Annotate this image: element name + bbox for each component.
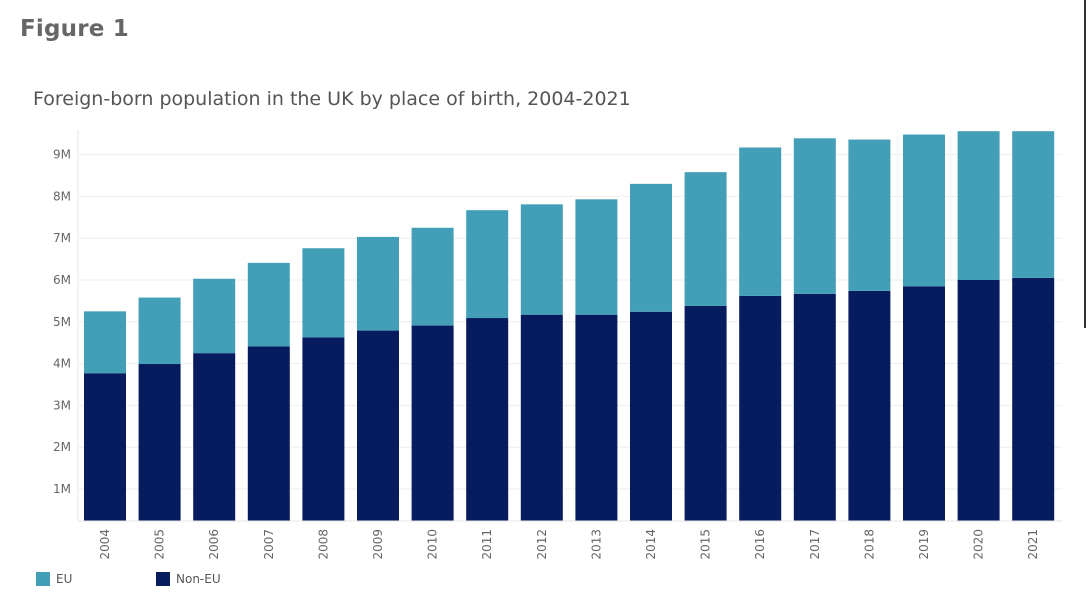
x-tick-label: 2017 [808, 529, 822, 560]
x-tick-label: 2006 [207, 529, 221, 560]
y-tick-label: 4M [53, 357, 71, 371]
legend-item-eu[interactable]: EU [36, 572, 72, 586]
y-tick-label: 2M [53, 440, 71, 454]
x-tick-label: 2012 [535, 529, 549, 560]
bar-eu-2010[interactable] [411, 227, 454, 326]
bar-non-eu-2014[interactable] [630, 311, 672, 521]
legend-swatch-eu [36, 572, 50, 586]
x-tick-label: 2004 [98, 529, 112, 560]
bar-eu-2012[interactable] [520, 204, 563, 315]
bar-eu-2015[interactable] [684, 172, 727, 306]
x-tick-label: 2019 [917, 529, 931, 560]
bar-non-eu-2021[interactable] [1012, 277, 1055, 521]
bar-non-eu-2018[interactable] [848, 290, 891, 521]
bar-non-eu-2012[interactable] [520, 314, 563, 521]
legend-swatch-non-eu [156, 572, 170, 586]
bar-eu-2011[interactable] [466, 210, 509, 319]
x-tick-label: 2007 [262, 529, 276, 560]
bar-non-eu-2010[interactable] [411, 325, 454, 521]
y-tick-label: 1M [53, 482, 71, 496]
bar-non-eu-2019[interactable] [903, 286, 945, 521]
bar-eu-2014[interactable] [630, 183, 672, 312]
bar-non-eu-2009[interactable] [357, 330, 399, 521]
bar-eu-2021[interactable] [1012, 131, 1055, 278]
x-tick-label: 2009 [371, 529, 385, 560]
x-tick-label: 2013 [589, 529, 603, 560]
bar-eu-2007[interactable] [247, 262, 290, 347]
x-tick-label: 2018 [862, 529, 876, 560]
legend-label-non-eu: Non-EU [176, 572, 221, 586]
bar-eu-2016[interactable] [739, 147, 782, 296]
bar-eu-2017[interactable] [793, 138, 836, 294]
bar-eu-2008[interactable] [302, 248, 345, 338]
bar-non-eu-2016[interactable] [739, 295, 782, 521]
bar-eu-2009[interactable] [357, 236, 399, 331]
bars [84, 131, 1055, 521]
divider [1084, 0, 1086, 328]
bar-non-eu-2006[interactable] [193, 353, 236, 521]
x-tick-label: 2005 [153, 529, 167, 560]
bar-non-eu-2017[interactable] [793, 293, 836, 521]
y-tick-label: 5M [53, 315, 71, 329]
bar-non-eu-2020[interactable] [957, 280, 1000, 521]
bar-eu-2004[interactable] [84, 311, 126, 374]
x-axis: 2004 2005 2006 2007 2008 2009 2010 2011 2012 2013… [78, 520, 1062, 560]
y-tick-label: 8M [53, 189, 71, 203]
bar-non-eu-2007[interactable] [247, 346, 290, 521]
bar-eu-2018[interactable] [848, 139, 891, 291]
x-tick-label: 2010 [426, 529, 440, 560]
y-tick-label: 7M [53, 231, 71, 245]
y-tick-label: 6M [53, 273, 71, 287]
bar-eu-2005[interactable] [138, 297, 181, 365]
y-tick-label: 3M [53, 398, 71, 412]
x-tick-label: 2014 [644, 529, 658, 560]
y-tick-label: 9M [53, 148, 71, 162]
y-axis: 1M 2M 3M 4M 5M 6M 7M 8M 9M [53, 130, 79, 521]
bar-non-eu-2008[interactable] [302, 337, 345, 521]
bar-eu-2006[interactable] [193, 278, 236, 354]
bar-eu-2019[interactable] [903, 134, 945, 287]
legend-label-eu: EU [56, 572, 73, 586]
bar-non-eu-2005[interactable] [138, 364, 181, 521]
x-tick-label: 2015 [699, 529, 713, 560]
x-tick-label: 2016 [753, 529, 767, 560]
x-tick-label: 2020 [972, 529, 986, 560]
gridlines [78, 154, 1062, 490]
bar-eu-2020[interactable] [957, 131, 1000, 280]
x-tick-label: 2011 [480, 529, 494, 560]
figure-label: Figure 1 [20, 16, 129, 42]
bar-eu-2013[interactable] [575, 199, 618, 315]
x-tick-label: 2008 [316, 529, 330, 560]
legend-item-non-eu[interactable]: Non-EU [156, 572, 221, 586]
bar-non-eu-2004[interactable] [84, 373, 126, 521]
chart-title: Foreign-born population in the UK by pla… [33, 88, 631, 110]
bar-non-eu-2011[interactable] [466, 318, 509, 521]
x-tick-label: 2021 [1026, 529, 1040, 560]
bar-non-eu-2015[interactable] [684, 305, 727, 521]
bar-non-eu-2013[interactable] [575, 314, 618, 521]
